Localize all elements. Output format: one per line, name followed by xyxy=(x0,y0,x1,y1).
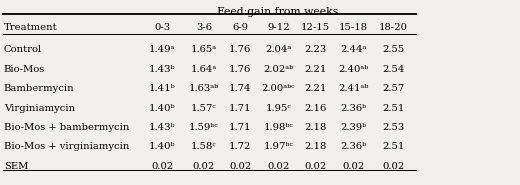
Text: 1.98ᵇᶜ: 1.98ᵇᶜ xyxy=(263,123,293,132)
Text: 2.55: 2.55 xyxy=(383,45,405,54)
Text: 2.04ᵃ: 2.04ᵃ xyxy=(265,45,291,54)
Text: Bio-Mos + bambermycin: Bio-Mos + bambermycin xyxy=(4,123,129,132)
Text: 2.00ᵃᵇᶜ: 2.00ᵃᵇᶜ xyxy=(262,84,295,93)
Text: 2.23: 2.23 xyxy=(305,45,327,54)
Text: 2.36ᵇ: 2.36ᵇ xyxy=(340,142,366,152)
Text: 1.74: 1.74 xyxy=(229,84,252,93)
Text: 1.58ᶜ: 1.58ᶜ xyxy=(191,142,217,152)
Text: Treatment: Treatment xyxy=(4,23,57,32)
Text: 2.36ᵇ: 2.36ᵇ xyxy=(340,104,366,113)
Text: 2.40ᵃᵇ: 2.40ᵃᵇ xyxy=(338,65,368,74)
Text: 1.40ᵇ: 1.40ᵇ xyxy=(149,104,175,113)
Text: 1.43ᵇ: 1.43ᵇ xyxy=(149,123,175,132)
Text: 6-9: 6-9 xyxy=(232,23,248,32)
Text: Bio-Mos: Bio-Mos xyxy=(4,65,45,74)
Text: 2.16: 2.16 xyxy=(305,104,327,113)
Text: Bio-Mos + virginiamycin: Bio-Mos + virginiamycin xyxy=(4,142,129,152)
Text: 2.39ᵇ: 2.39ᵇ xyxy=(340,123,366,132)
Text: 2.57: 2.57 xyxy=(383,84,405,93)
Text: 1.59ᵇᶜ: 1.59ᵇᶜ xyxy=(189,123,219,132)
Text: 2.02ᵃᵇ: 2.02ᵃᵇ xyxy=(263,65,293,74)
Text: 0.02: 0.02 xyxy=(229,162,251,171)
Text: 1.49ᵃ: 1.49ᵃ xyxy=(149,45,175,54)
Text: 0.02: 0.02 xyxy=(383,162,405,171)
Text: 1.41ᵇ: 1.41ᵇ xyxy=(149,84,176,93)
Text: 2.51: 2.51 xyxy=(382,142,405,152)
Text: Feed:gain from weeks: Feed:gain from weeks xyxy=(217,7,339,17)
Text: 1.57ᶜ: 1.57ᶜ xyxy=(191,104,217,113)
Text: 2.18: 2.18 xyxy=(304,142,327,152)
Text: 2.51: 2.51 xyxy=(382,104,405,113)
Text: 0.02: 0.02 xyxy=(305,162,327,171)
Text: 2.54: 2.54 xyxy=(382,65,405,74)
Text: SEM: SEM xyxy=(4,162,28,171)
Text: 1.63ᵃᵇ: 1.63ᵃᵇ xyxy=(189,84,219,93)
Text: 18-20: 18-20 xyxy=(379,23,408,32)
Text: 2.41ᵃᵇ: 2.41ᵃᵇ xyxy=(338,84,368,93)
Text: 2.18: 2.18 xyxy=(304,123,327,132)
Text: 12-15: 12-15 xyxy=(301,23,330,32)
Text: 1.65ᵃ: 1.65ᵃ xyxy=(191,45,217,54)
Text: Bambermycin: Bambermycin xyxy=(4,84,74,93)
Text: 0.02: 0.02 xyxy=(342,162,364,171)
Text: 1.76: 1.76 xyxy=(229,45,251,54)
Text: 1.97ᵇᶜ: 1.97ᵇᶜ xyxy=(263,142,293,152)
Text: 2.53: 2.53 xyxy=(383,123,405,132)
Text: 1.76: 1.76 xyxy=(229,65,251,74)
Text: 1.43ᵇ: 1.43ᵇ xyxy=(149,65,175,74)
Text: 15-18: 15-18 xyxy=(339,23,368,32)
Text: 1.71: 1.71 xyxy=(229,104,252,113)
Text: Control: Control xyxy=(4,45,42,54)
Text: 0.02: 0.02 xyxy=(267,162,289,171)
Text: 2.21: 2.21 xyxy=(304,65,327,74)
Text: 1.71: 1.71 xyxy=(229,123,252,132)
Text: 2.44ᵃ: 2.44ᵃ xyxy=(340,45,366,54)
Text: 1.72: 1.72 xyxy=(229,142,252,152)
Text: 1.64ᵃ: 1.64ᵃ xyxy=(191,65,217,74)
Text: 9-12: 9-12 xyxy=(267,23,290,32)
Text: 0.02: 0.02 xyxy=(151,162,173,171)
Text: 1.40ᵇ: 1.40ᵇ xyxy=(149,142,175,152)
Text: Virginiamycin: Virginiamycin xyxy=(4,104,75,113)
Text: 1.95ᶜ: 1.95ᶜ xyxy=(265,104,291,113)
Text: 2.21: 2.21 xyxy=(304,84,327,93)
Text: 3-6: 3-6 xyxy=(196,23,212,32)
Text: 0.02: 0.02 xyxy=(193,162,215,171)
Text: 0-3: 0-3 xyxy=(154,23,171,32)
